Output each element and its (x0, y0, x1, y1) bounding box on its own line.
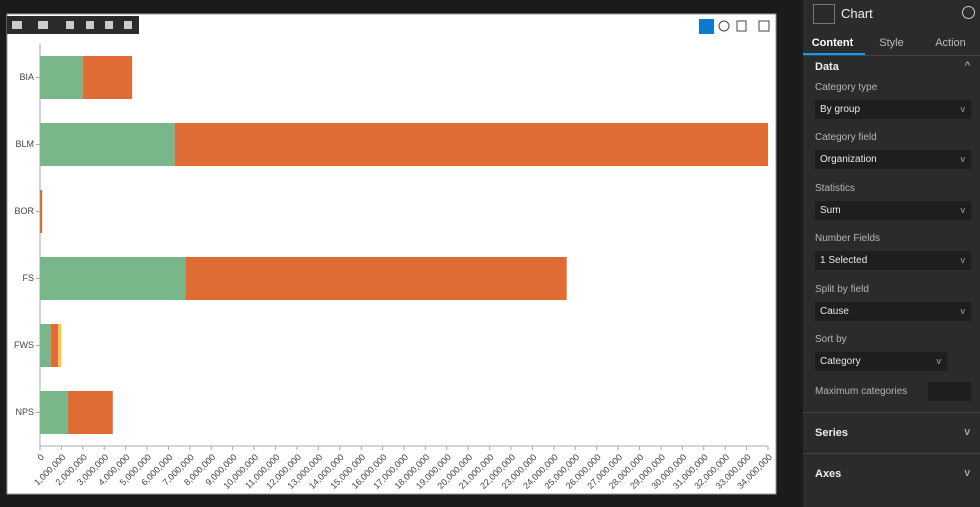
chart-canvas (6, 13, 777, 495)
y-tick-label: BLM (15, 139, 34, 149)
toolbar-icons (12, 21, 132, 29)
section-title[interactable]: Series (815, 427, 849, 439)
chevron: v (960, 204, 966, 215)
align-icon[interactable] (12, 21, 22, 29)
bar-segment (174, 123, 769, 166)
expand-icon[interactable]: v (964, 467, 971, 479)
dropdown-value: By group (820, 104, 861, 115)
bar-segment (82, 56, 133, 99)
zoom-tool[interactable] (718, 20, 730, 32)
chevron: v (936, 356, 942, 366)
bar-segment (40, 190, 43, 233)
dropdown[interactable]: Category v (815, 352, 947, 371)
clear-tool[interactable] (736, 20, 747, 32)
field-label: Category type (815, 82, 878, 93)
field-label: Sort by (815, 334, 847, 345)
field-label: Statistics (815, 182, 856, 194)
y-tick-label: FS (22, 273, 34, 283)
dropdown[interactable]: Sum v (815, 200, 971, 220)
x-tick-label: 0 (35, 452, 46, 463)
dropdown-value: Category (820, 356, 861, 367)
side-panel: Chart Content Style Action Data ^ Category… (803, 0, 980, 507)
section-title[interactable]: Axes (815, 468, 842, 480)
field-label: Split by field (815, 283, 869, 295)
tab[interactable]: Action (935, 37, 966, 49)
bar-segment (67, 391, 113, 434)
y-tick-label: NPS (15, 407, 34, 417)
bar-segment (58, 324, 62, 367)
section-title[interactable]: Data (815, 61, 839, 73)
field-label: Category field (815, 132, 877, 144)
bar-segment (40, 391, 68, 434)
copy-icon[interactable] (86, 21, 94, 29)
chart: 01,000,0002,000,0003,000,0004,000,0005,0… (6, 13, 777, 495)
bar-segment (40, 56, 83, 99)
lock-icon[interactable] (66, 21, 74, 29)
y-tick-label: FWS (14, 340, 34, 350)
chevron: v (960, 255, 966, 266)
expand-icon[interactable]: v (964, 426, 971, 438)
dropdown-value: Sum (820, 204, 841, 216)
dropdown-value: 1 Selected (820, 255, 868, 267)
collapse-icon[interactable]: ^ (964, 60, 970, 72)
max-input[interactable] (928, 382, 971, 401)
help-icon[interactable] (962, 6, 975, 19)
divider (803, 453, 980, 454)
y-tick-label: BIA (19, 72, 34, 82)
bar-segment (40, 123, 175, 166)
chevron: v (960, 305, 966, 316)
dropdown-value: Organization (820, 154, 877, 166)
field-label: Number Fields (815, 233, 881, 245)
chevron: v (960, 154, 966, 165)
layer-icon[interactable] (38, 21, 48, 29)
bar-segment (40, 324, 51, 367)
dropdown[interactable]: By group v (815, 100, 971, 119)
more-tool[interactable] (758, 20, 770, 32)
bar-segment (185, 257, 567, 300)
tab[interactable]: Style (879, 37, 904, 49)
dropdown[interactable]: Organization v (815, 150, 971, 170)
chart-icon (813, 4, 835, 24)
dropdown[interactable]: 1 Selected v (815, 251, 971, 271)
panel-title: Chart (841, 6, 873, 21)
paste-icon[interactable] (105, 21, 113, 29)
select-tool[interactable] (699, 19, 714, 34)
tab[interactable]: Content (811, 37, 854, 49)
divider (803, 412, 980, 413)
y-tick-label: BOR (14, 206, 34, 216)
field-label: Maximum categories (815, 386, 908, 397)
divider (803, 55, 980, 56)
tab-underline (803, 53, 865, 55)
bar-segment (40, 257, 186, 300)
dropdown-value: Cause (820, 305, 849, 317)
delete-icon[interactable] (124, 21, 132, 29)
chevron: v (960, 104, 966, 114)
dropdown[interactable]: Cause v (815, 301, 971, 321)
bar-segment (50, 324, 59, 367)
